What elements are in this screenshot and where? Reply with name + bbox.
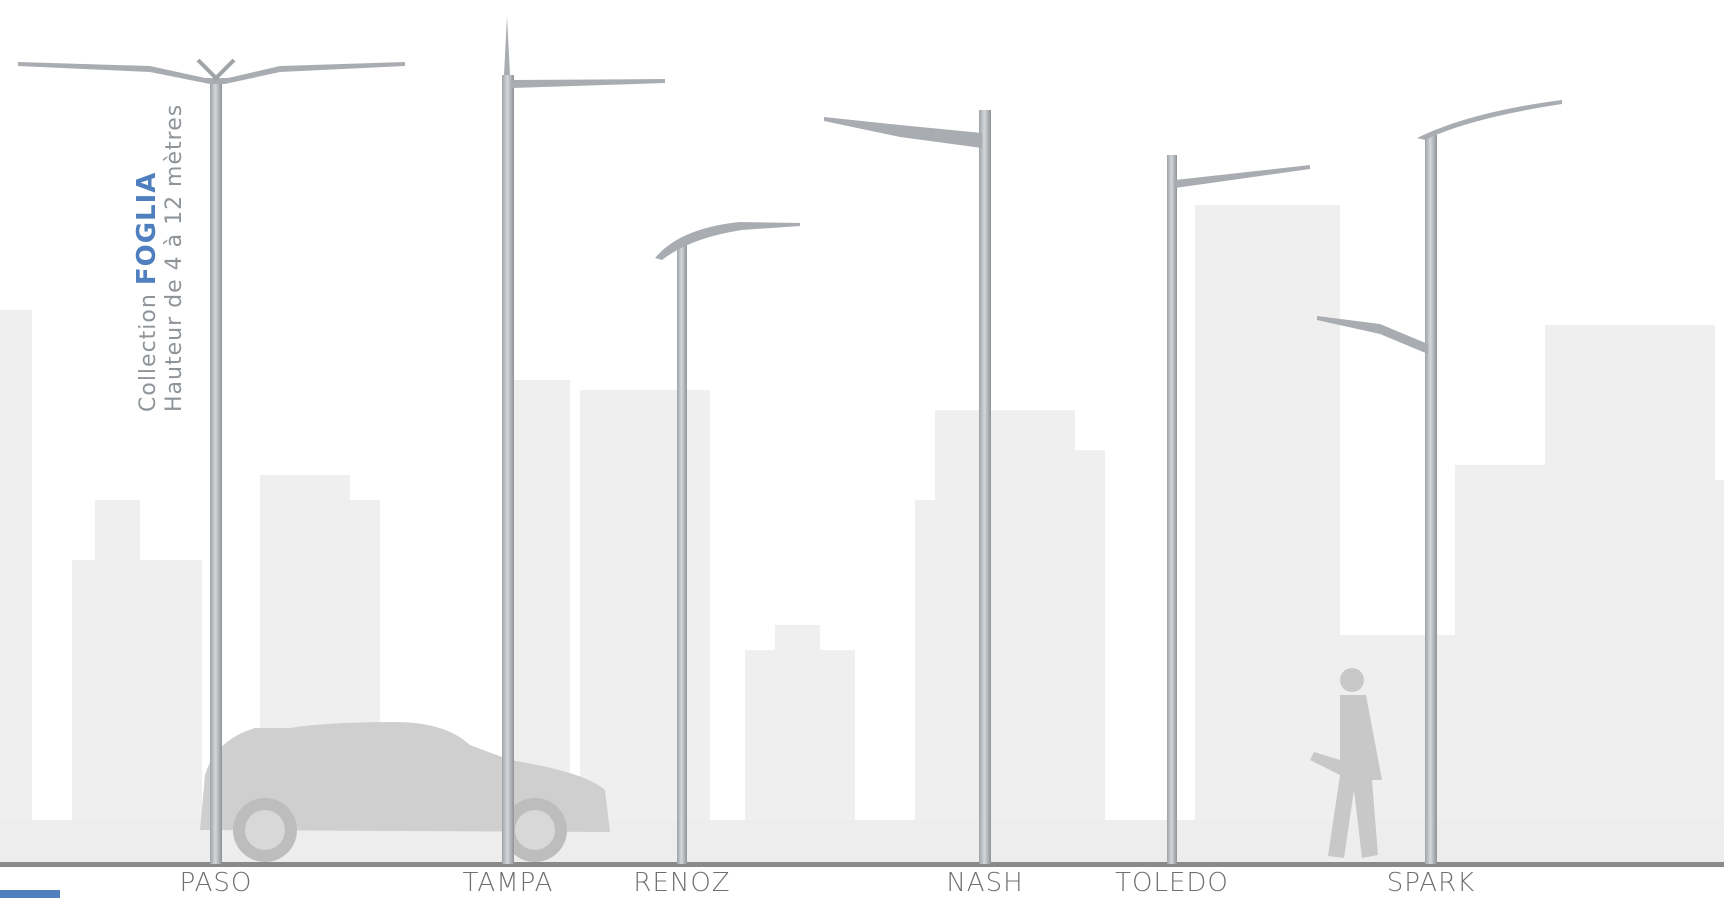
height-range: Hauteur de 4 à 12 mètres [162,104,187,412]
product-label-renoz[interactable]: RENOZ [633,868,730,898]
corner-accent [0,890,60,898]
product-label-paso[interactable]: PASO [180,868,253,898]
product-label-nash[interactable]: NASH [946,868,1023,898]
product-label-toledo[interactable]: TOLEDO [1115,868,1229,898]
brand-name: FOGLIA [132,172,162,286]
ground-line [0,862,1724,867]
collection-caption: Collection FOGLIA Hauteur de 4 à 12 mètr… [132,104,187,412]
product-label-tampa[interactable]: TAMPA [463,868,554,898]
collection-line: Collection FOGLIA [132,104,162,412]
product-label-spark[interactable]: SPARK [1387,868,1475,898]
collection-label: Collection [136,293,161,412]
